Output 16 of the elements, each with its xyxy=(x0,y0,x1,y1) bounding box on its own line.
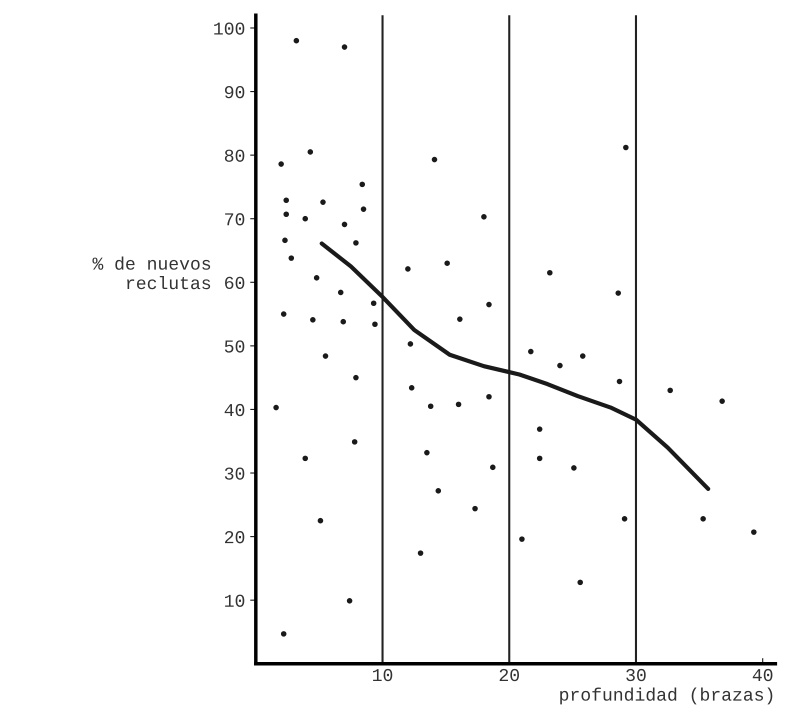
x-tick-label: 20 xyxy=(500,668,519,682)
x-axis-title: profundidad (brazas) xyxy=(560,688,772,704)
x-tick-label: 10 xyxy=(373,668,392,682)
x-tick-label: 40 xyxy=(752,668,772,682)
y-tick-label: 30 xyxy=(224,467,244,480)
y-tick-label: 80 xyxy=(224,150,244,162)
y-axis-title: % de nuevos reclutas xyxy=(92,256,210,290)
y-tick-label: 50 xyxy=(224,340,244,353)
y-tick-label: 70 xyxy=(225,213,244,226)
y-tick-label: 60 xyxy=(225,276,244,290)
y-tick-label: 100 xyxy=(214,22,244,35)
x-tick-label: 30 xyxy=(626,668,646,682)
y-tick-label: 20 xyxy=(224,531,244,544)
y-tick-label: 90 xyxy=(224,86,244,98)
y-tick-label: 10 xyxy=(225,594,244,607)
y-tick-label: 40 xyxy=(224,404,244,416)
